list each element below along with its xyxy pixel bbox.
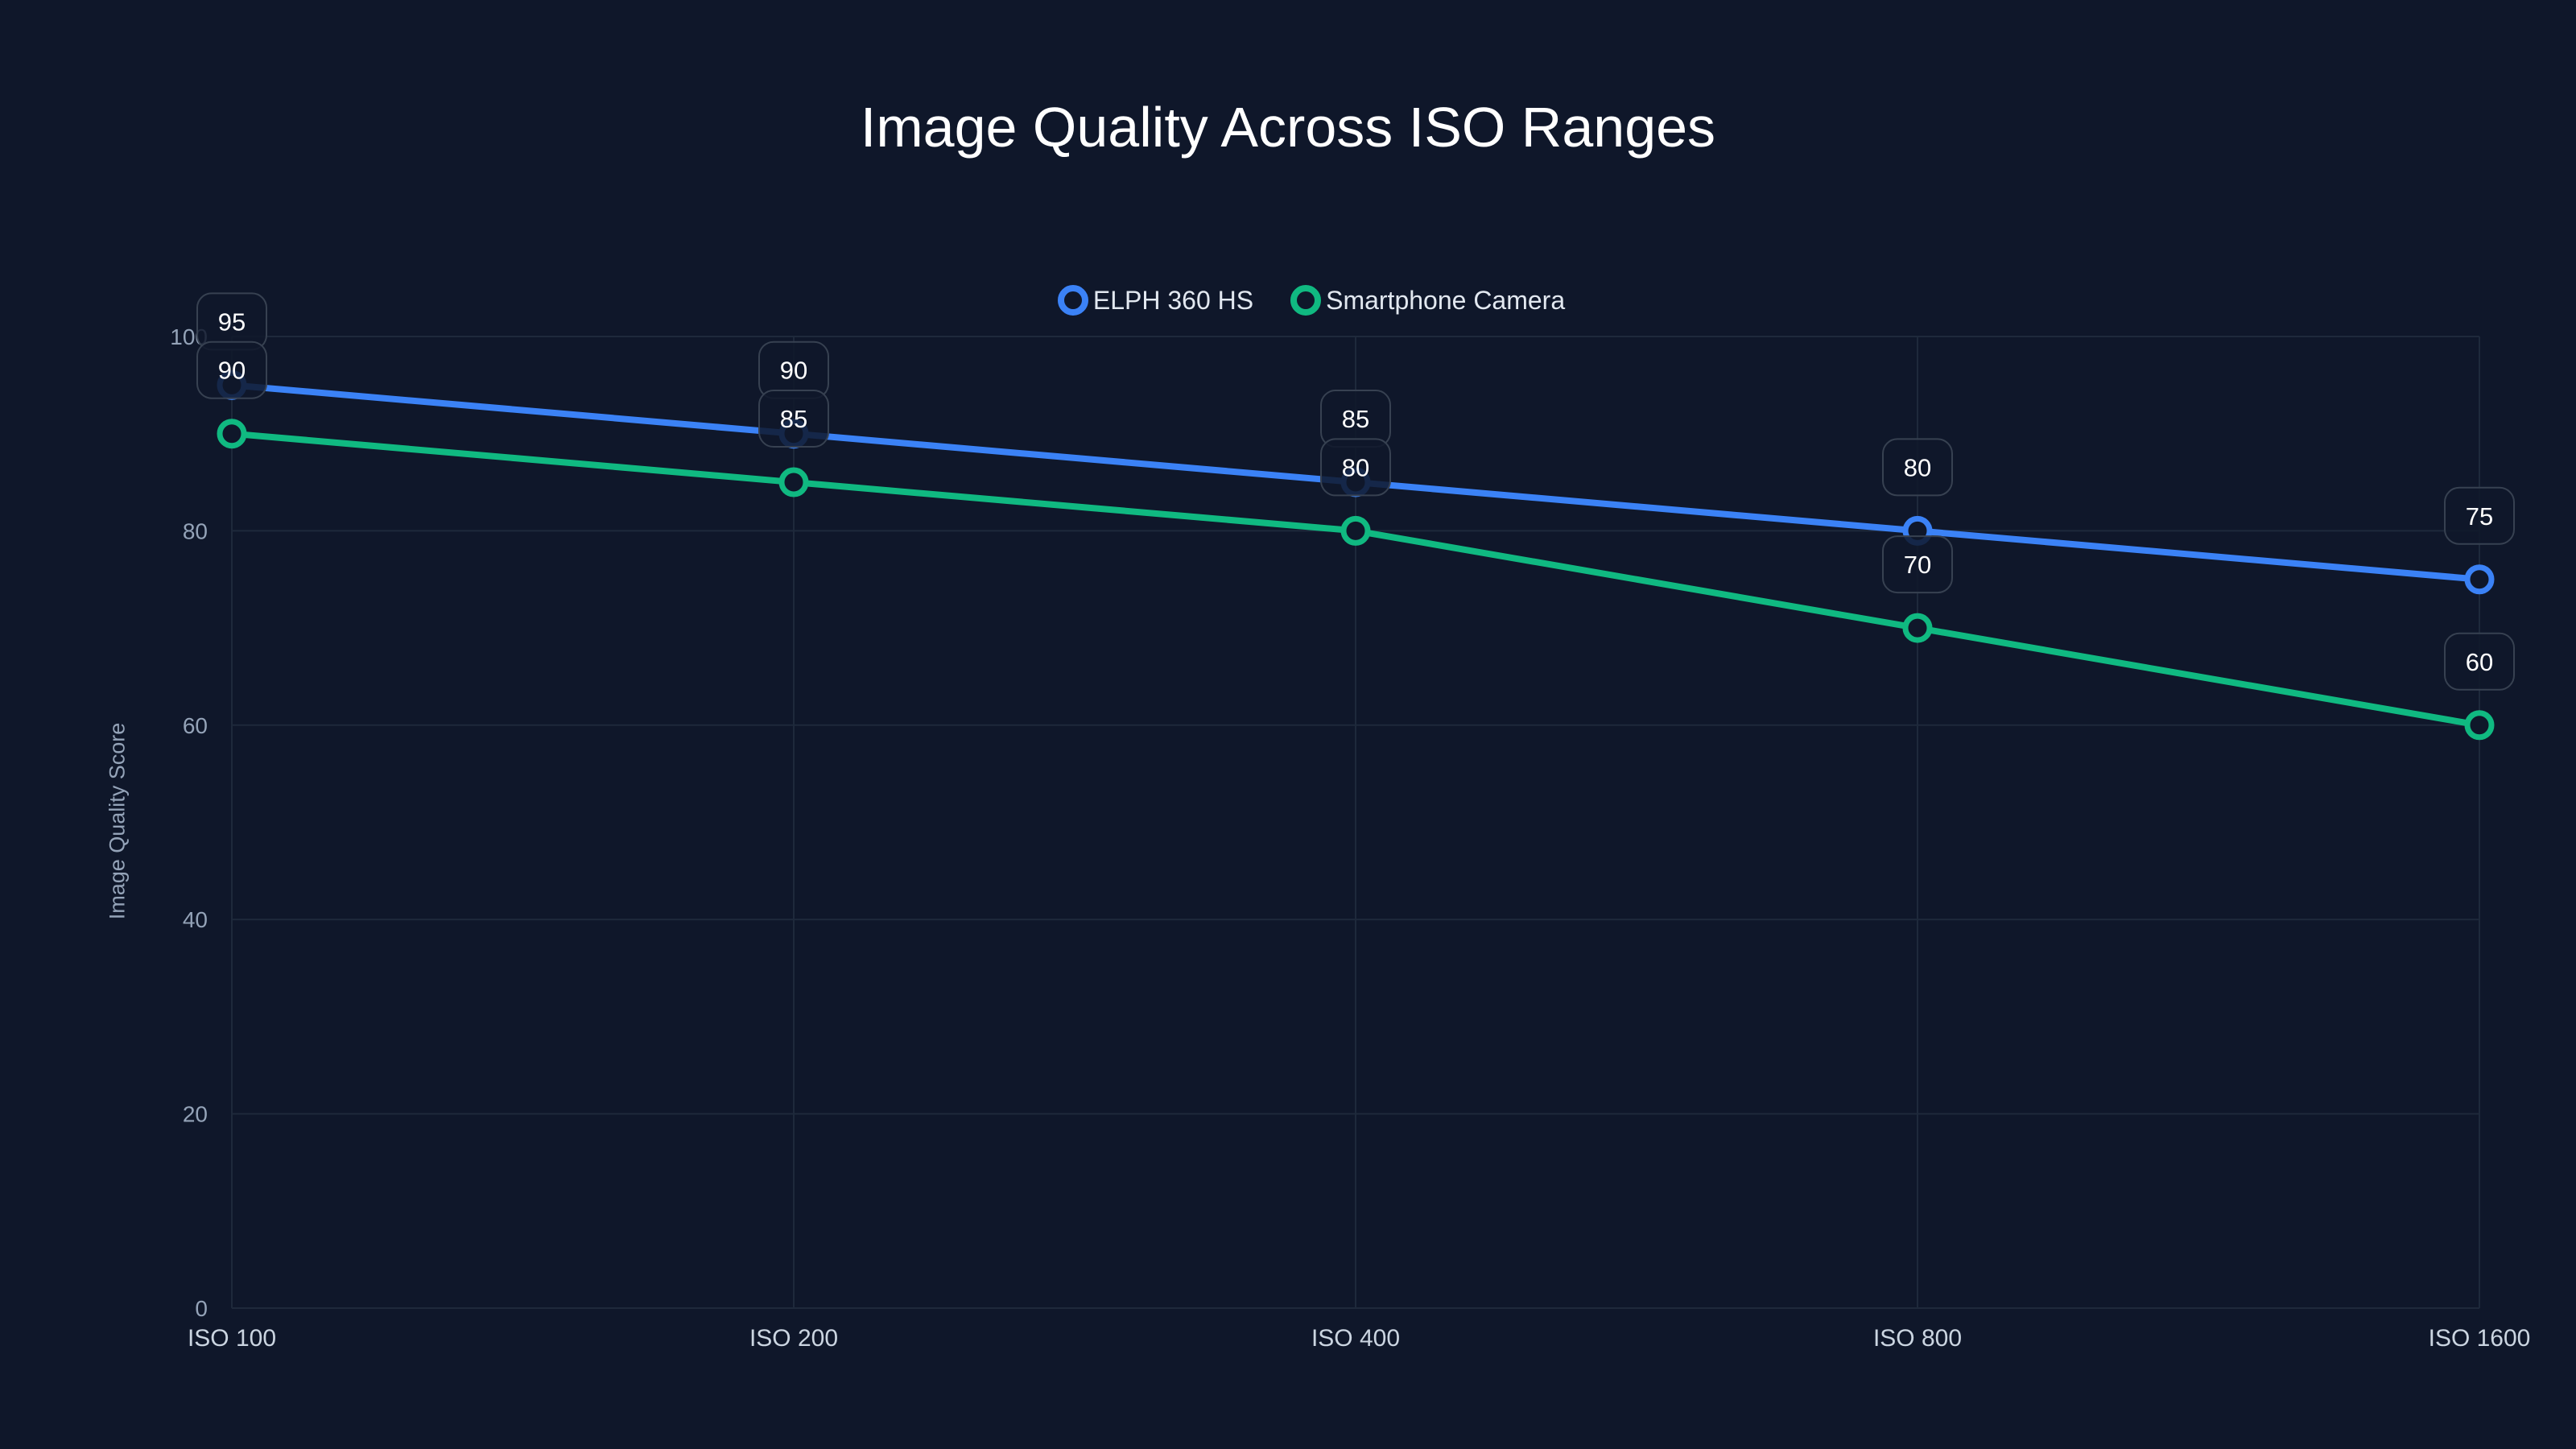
data-point-marker[interactable]: [1902, 613, 1933, 643]
svg-text:95: 95: [218, 308, 246, 336]
chart-title: Image Quality Across ISO Ranges: [860, 96, 1716, 159]
svg-text:75: 75: [2466, 502, 2493, 530]
y-tick-label: 0: [195, 1296, 208, 1321]
data-label: 85: [1320, 390, 1391, 448]
legend: ELPH 360 HS Smartphone Camera: [0, 285, 2576, 316]
legend-item-smartphone[interactable]: Smartphone Camera: [1290, 285, 1565, 316]
data-point-marker[interactable]: [2464, 564, 2495, 595]
x-tick-label: ISO 200: [749, 1325, 838, 1352]
svg-text:85: 85: [780, 405, 807, 433]
data-label: 80: [1320, 438, 1391, 497]
x-tick-label: ISO 1600: [2429, 1325, 2531, 1352]
data-point-marker[interactable]: [1340, 515, 1371, 546]
data-labels: 95 90 85 80 75 90 85 80 70 60: [196, 292, 2515, 691]
data-label: 60: [2444, 632, 2515, 691]
data-label: 75: [2444, 486, 2515, 545]
x-tick-label: ISO 800: [1873, 1325, 1962, 1352]
data-label: 70: [1882, 535, 1953, 594]
y-tick-label: 20: [183, 1102, 208, 1127]
gridlines: [231, 336, 2480, 1309]
x-tick-label: ISO 100: [188, 1325, 276, 1352]
x-tick-label: ISO 400: [1311, 1325, 1400, 1352]
data-label: 90: [196, 341, 267, 399]
svg-text:60: 60: [2466, 648, 2493, 676]
y-tick-label: 60: [183, 713, 208, 738]
data-label: 85: [758, 390, 829, 448]
data-label: 95: [196, 292, 267, 351]
x-axis-ticks: ISO 100 ISO 200 ISO 400 ISO 800 ISO 1600: [188, 1325, 2530, 1352]
legend-item-elph[interactable]: ELPH 360 HS: [1057, 285, 1254, 316]
svg-text:85: 85: [1342, 405, 1369, 433]
svg-text:80: 80: [1904, 453, 1931, 481]
svg-text:90: 90: [780, 357, 807, 385]
data-point-marker[interactable]: [2464, 710, 2495, 741]
svg-text:90: 90: [218, 357, 246, 385]
y-tick-label: 40: [183, 907, 208, 932]
legend-label: Smartphone Camera: [1326, 285, 1566, 315]
data-point-marker[interactable]: [778, 467, 809, 497]
circle-marker-icon: [1057, 285, 1088, 316]
data-label: 80: [1882, 438, 1953, 497]
legend-label: ELPH 360 HS: [1092, 285, 1254, 315]
svg-text:80: 80: [1342, 453, 1369, 481]
svg-text:70: 70: [1904, 551, 1931, 579]
y-tick-label: 80: [183, 518, 208, 543]
circle-marker-icon: [1290, 285, 1322, 316]
data-point-marker[interactable]: [217, 419, 247, 449]
